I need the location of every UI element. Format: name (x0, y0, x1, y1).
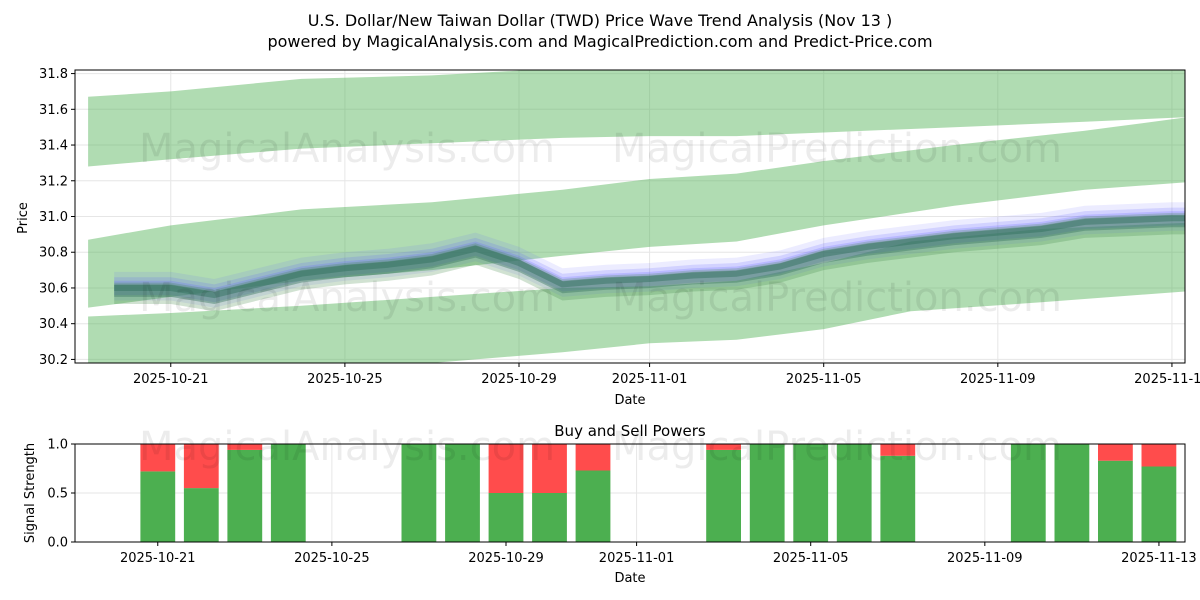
wave-band-2 (88, 117, 1185, 308)
sell-bar (140, 444, 176, 472)
price-y-tick-label: 30.4 (39, 317, 68, 332)
signal-y-ticks: 0.0 0.5 1.0 (47, 438, 75, 551)
sell-bar (575, 444, 611, 471)
price-y-tick-label: 31.4 (39, 139, 68, 154)
price-wave-line (114, 215, 1185, 299)
price-x-tick-label: 2025-11-01 (612, 372, 688, 387)
signal-panel: Buy and Sell Powers MagicalAnalysis.com … (23, 422, 1197, 586)
buy-bar (575, 470, 611, 542)
wave-ribbon-green-inner (114, 214, 1185, 304)
price-x-tick-label: 2025-10-25 (307, 372, 383, 387)
wave-band-3 (88, 222, 1185, 363)
buy-bar (270, 444, 306, 542)
signal-y-tick-label: 0.0 (47, 536, 68, 551)
price-x-ticks: 2025-10-21 2025-10-25 2025-10-29 2025-11-01… (133, 363, 1200, 387)
chart-title: U.S. Dollar/New Taiwan Dollar (TWD) Pric… (308, 11, 893, 30)
chart-subtitle: powered by MagicalAnalysis.com and Magic… (267, 32, 932, 51)
price-y-tick-label: 30.8 (39, 246, 68, 261)
buy-bar (183, 488, 219, 542)
signal-x-tick-label: 2025-10-25 (294, 551, 370, 566)
price-panel: MagicalAnalysis.com MagicalPrediction.co… (16, 67, 1200, 408)
watermark-analysis-3: MagicalAnalysis.com (139, 424, 555, 470)
price-x-tick-label: 2025-11-13 (1134, 372, 1200, 387)
sell-bar (227, 444, 263, 450)
signal-x-tick-label: 2025-11-05 (773, 551, 849, 566)
price-bands (88, 70, 1185, 363)
price-y-ticks: 30.2 30.4 30.6 30.8 31.0 31.2 31.4 31.6 31.8 (39, 67, 75, 368)
signal-bars (140, 444, 1177, 542)
signal-x-tick-label: 2025-10-21 (120, 551, 196, 566)
price-y-tick-label: 31.6 (39, 103, 68, 118)
price-x-label: Date (614, 393, 645, 408)
price-x-tick-label: 2025-10-29 (481, 372, 557, 387)
signal-y-tick-label: 1.0 (47, 438, 68, 453)
buy-bar (140, 471, 176, 542)
sell-bar (532, 444, 567, 493)
buy-bar (227, 449, 263, 542)
buy-bar (1141, 466, 1177, 542)
wave-band-1 (88, 70, 1185, 167)
buy-bar (836, 444, 872, 542)
signal-x-tick-label: 2025-11-13 (1121, 551, 1197, 566)
signal-x-ticks: 2025-10-21 2025-10-25 2025-10-29 2025-11-01… (120, 542, 1197, 566)
buy-bar (1010, 444, 1046, 542)
price-y-tick-label: 30.2 (39, 353, 68, 368)
wave-ribbon-green-outer (114, 212, 1185, 312)
price-y-tick-label: 30.6 (39, 281, 68, 296)
watermark-prediction-2: MagicalPrediction.com (612, 275, 1062, 321)
price-y-tick-label: 31.8 (39, 67, 68, 82)
watermark-prediction-3: MagicalPrediction.com (612, 424, 1062, 470)
price-waves (114, 202, 1185, 312)
buy-bar (1098, 460, 1133, 542)
wave-ribbon-blue-inner (114, 211, 1185, 303)
sell-bar (1098, 444, 1133, 461)
price-x-tick-label: 2025-11-05 (786, 372, 862, 387)
sell-bar (1141, 444, 1177, 467)
buy-bar (749, 444, 785, 542)
wave-ribbon-blue-mid (114, 207, 1185, 304)
buy-bar (793, 444, 829, 542)
buy-bar (532, 493, 567, 542)
buy-bar (1054, 444, 1090, 542)
sell-bar (183, 444, 219, 489)
price-x-tick-label: 2025-10-21 (133, 372, 209, 387)
price-y-label: Price (16, 202, 31, 234)
signal-title: Buy and Sell Powers (554, 422, 706, 440)
buy-bar (880, 455, 916, 542)
sell-bar (880, 444, 916, 456)
signal-x-label: Date (614, 571, 645, 586)
signal-x-tick-label: 2025-10-29 (468, 551, 544, 566)
watermark-prediction: MagicalPrediction.com (612, 126, 1062, 172)
sell-bar (706, 444, 741, 450)
price-y-tick-label: 31.2 (39, 174, 68, 189)
price-y-tick-label: 31.0 (39, 210, 68, 225)
signal-y-tick-label: 0.5 (47, 487, 68, 502)
signal-x-tick-label: 2025-11-09 (947, 551, 1023, 566)
buy-bar (488, 493, 524, 542)
signal-y-label: Signal Strength (23, 443, 38, 543)
watermark-analysis: MagicalAnalysis.com (139, 126, 555, 172)
sell-bar (488, 444, 524, 493)
buy-bar (445, 444, 480, 542)
buy-bar (401, 444, 437, 542)
watermark-analysis-2: MagicalAnalysis.com (139, 275, 555, 321)
signal-x-tick-label: 2025-11-01 (599, 551, 675, 566)
price-grid (75, 70, 1185, 363)
buy-bar (706, 449, 741, 542)
price-x-tick-label: 2025-11-09 (960, 372, 1036, 387)
wave-ribbon-blue-outer (114, 202, 1185, 308)
